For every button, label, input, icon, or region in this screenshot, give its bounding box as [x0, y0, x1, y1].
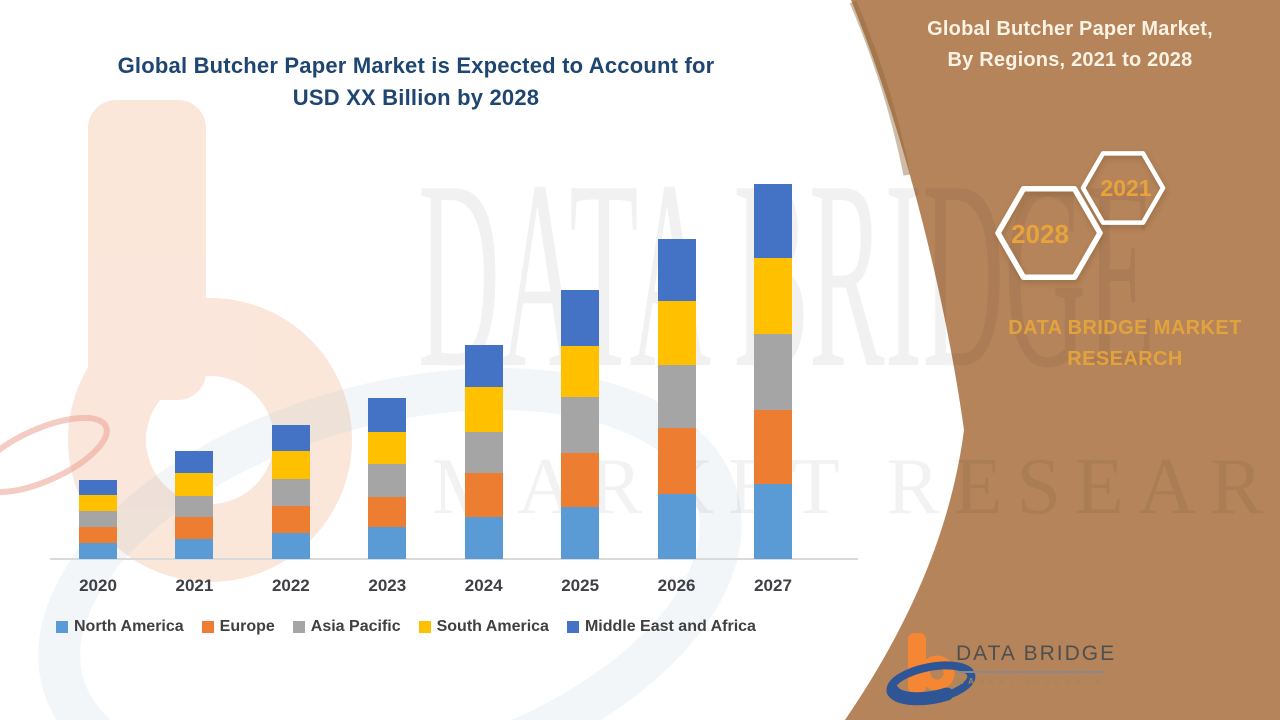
legend-swatch-icon: [566, 621, 579, 633]
x-axis-label-2023: 2023: [368, 576, 407, 595]
bar-segment-south-america: [561, 346, 600, 397]
bar-segment-north-america: [271, 533, 310, 559]
bar-segment-europe: [368, 497, 407, 527]
hexagon-2028-icon: [995, 186, 1103, 280]
bar-segment-asia-pacific: [754, 334, 792, 410]
bar-segment-asia-pacific: [175, 496, 214, 517]
watermark-text-line2: MARKET RESEARCH: [432, 443, 1280, 531]
watermark-text-line1: DATA BRIDGE: [418, 124, 1155, 424]
bar-segment-north-america: [79, 543, 117, 559]
brand-line2: RESEARCH: [1067, 348, 1183, 370]
bar-segment-south-america: [368, 432, 407, 464]
side-panel-brand: DATA BRIDGE MARKET RESEARCH: [960, 313, 1280, 375]
bar-segment-south-america: [175, 473, 214, 496]
legend-label: North America: [74, 618, 184, 635]
bar-segment-south-america: [657, 301, 696, 365]
legend-label: South America: [436, 618, 549, 635]
bar-segment-north-america: [561, 507, 600, 559]
bar-segment-middle-east-and-africa: [754, 184, 792, 258]
badge-year-2021: 2021: [1100, 175, 1151, 201]
chart-title: Global Butcher Paper Market is Expected …: [30, 50, 802, 114]
legend-label: Middle East and Africa: [584, 618, 756, 635]
legend-swatch-icon: [418, 621, 431, 633]
legend-swatch-icon: [292, 621, 305, 633]
bar-segment-asia-pacific: [561, 397, 600, 453]
brand-line1: DATA BRIDGE MARKET: [1008, 317, 1242, 339]
chart-title-line2: USD XX Billion by 2028: [292, 85, 540, 110]
bar-segment-middle-east-and-africa: [175, 451, 214, 473]
bar-segment-middle-east-and-africa: [271, 425, 310, 451]
bar-segment-asia-pacific: [464, 432, 503, 473]
side-heading-line2: By Regions, 2021 to 2028: [947, 49, 1193, 71]
watermark-red-arc: [0, 414, 110, 496]
side-heading-line1: Global Butcher Paper Market,: [927, 18, 1213, 40]
x-axis-label-2024: 2024: [464, 576, 503, 595]
bar-segment-middle-east-and-africa: [464, 345, 503, 387]
bar-column-2022: [271, 425, 310, 559]
legend-label: Europe: [219, 618, 275, 635]
footer-brand-name: DATA BRIDGE: [956, 642, 1117, 665]
bar-segment-south-america: [271, 451, 310, 479]
bar-segment-europe: [657, 428, 696, 494]
bar-segment-middle-east-and-africa: [561, 290, 600, 346]
bar-segment-europe: [464, 473, 503, 517]
bar-column-2027: [754, 184, 792, 559]
legend-item-south-america: South America: [418, 618, 549, 636]
bar-segment-europe: [175, 517, 214, 539]
legend-item-north-america: North America: [56, 618, 184, 636]
footer-brand-rule: [956, 671, 1104, 673]
side-panel-heading: Global Butcher Paper Market, By Regions,…: [870, 14, 1270, 76]
bar-segment-asia-pacific: [657, 365, 696, 428]
badge-year-2028: 2028: [1011, 219, 1069, 249]
bar-segment-asia-pacific: [271, 479, 310, 506]
x-axis-label-2027: 2027: [754, 576, 792, 595]
svg-text:MARKET RESEARCH: MARKET RESEARCH: [432, 443, 1280, 531]
bar-column-2026: [657, 239, 696, 559]
x-axis-label-2022: 2022: [271, 576, 310, 595]
bar-segment-europe: [271, 506, 310, 533]
bar-segment-north-america: [175, 539, 214, 559]
legend-item-asia-pacific: Asia Pacific: [292, 618, 401, 636]
footer-brand-tagline: MARKET RESEARCH: [957, 677, 1106, 686]
bar-segment-middle-east-and-africa: [657, 239, 696, 301]
x-axis-label-2025: 2025: [561, 576, 600, 595]
bar-segment-north-america: [464, 517, 503, 559]
legend-item-europe: Europe: [201, 618, 275, 636]
x-axis-label-2020: 2020: [79, 576, 117, 595]
watermark-ellipse-icon: [38, 367, 742, 720]
hexagon-2021-icon: [1080, 151, 1166, 225]
chart-legend: North America Europe Asia Pacific South Ame…: [56, 618, 756, 636]
legend-swatch-icon: [56, 621, 68, 633]
bar-segment-south-america: [754, 258, 792, 334]
bar-segment-europe: [561, 453, 600, 507]
legend-swatch-icon: [201, 621, 214, 633]
legend-label: Asia Pacific: [310, 618, 401, 635]
chart-title-line1: Global Butcher Paper Market is Expected …: [117, 53, 715, 78]
x-axis-label-2021: 2021: [175, 576, 214, 595]
bar-segment-south-america: [464, 387, 503, 432]
legend-item-middle-east-and-africa: Middle East and Africa: [566, 618, 756, 636]
bar-segment-europe: [79, 527, 117, 543]
bar-segment-north-america: [368, 527, 407, 559]
bar-segment-europe: [754, 410, 792, 484]
bar-column-2020: [79, 480, 117, 559]
bar-column-2021: [175, 451, 214, 559]
bar-segment-middle-east-and-africa: [368, 398, 407, 432]
svg-text:DATA BRIDGE: DATA BRIDGE: [418, 124, 1155, 424]
bar-segment-asia-pacific: [79, 511, 117, 527]
x-axis-label-2026: 2026: [657, 576, 696, 595]
bar-column-2024: [464, 345, 503, 559]
x-axis-line: [50, 558, 858, 560]
watermark-logo-b-icon: [68, 100, 352, 582]
bar-segment-north-america: [657, 494, 696, 559]
bar-column-2023: [368, 398, 407, 559]
bar-column-2025: [561, 290, 600, 559]
bar-segment-asia-pacific: [368, 464, 407, 497]
bar-segment-middle-east-and-africa: [79, 480, 117, 495]
bar-segment-north-america: [754, 484, 792, 559]
bar-segment-south-america: [79, 495, 117, 511]
